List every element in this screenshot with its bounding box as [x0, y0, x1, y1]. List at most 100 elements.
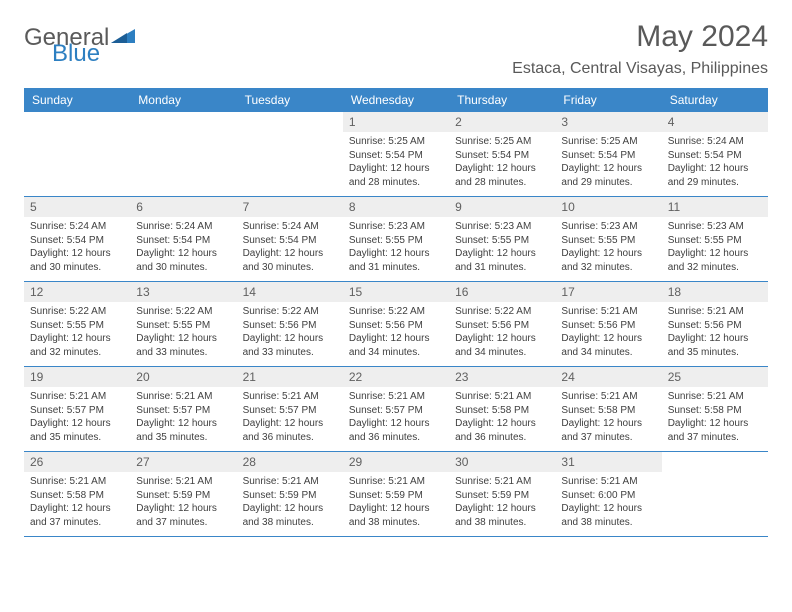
sunset-text: Sunset: 5:56 PM [668, 319, 762, 333]
daylight-text: Daylight: 12 hours and 30 minutes. [136, 247, 230, 274]
day-cell: 12Sunrise: 5:22 AMSunset: 5:55 PMDayligh… [24, 282, 130, 366]
day-number: 6 [130, 197, 236, 217]
day-body: Sunrise: 5:21 AMSunset: 5:57 PMDaylight:… [237, 387, 343, 450]
sunrise-text: Sunrise: 5:22 AM [455, 305, 549, 319]
daylight-text: Daylight: 12 hours and 34 minutes. [561, 332, 655, 359]
sunrise-text: Sunrise: 5:21 AM [349, 390, 443, 404]
sunrise-text: Sunrise: 5:21 AM [243, 390, 337, 404]
sunset-text: Sunset: 5:58 PM [455, 404, 549, 418]
day-body: Sunrise: 5:23 AMSunset: 5:55 PMDaylight:… [343, 217, 449, 280]
day-number: 26 [24, 452, 130, 472]
day-cell: 24Sunrise: 5:21 AMSunset: 5:58 PMDayligh… [555, 367, 661, 451]
daylight-text: Daylight: 12 hours and 32 minutes. [668, 247, 762, 274]
location-subtitle: Estaca, Central Visayas, Philippines [512, 60, 768, 78]
day-number: 17 [555, 282, 661, 302]
day-cell: 29Sunrise: 5:21 AMSunset: 5:59 PMDayligh… [343, 452, 449, 536]
daylight-text: Daylight: 12 hours and 37 minutes. [668, 417, 762, 444]
daylight-text: Daylight: 12 hours and 34 minutes. [455, 332, 549, 359]
sunset-text: Sunset: 5:54 PM [349, 149, 443, 163]
calendar: SundayMondayTuesdayWednesdayThursdayFrid… [24, 88, 768, 537]
day-cell: 18Sunrise: 5:21 AMSunset: 5:56 PMDayligh… [662, 282, 768, 366]
sunrise-text: Sunrise: 5:24 AM [243, 220, 337, 234]
day-number: 27 [130, 452, 236, 472]
day-body: Sunrise: 5:24 AMSunset: 5:54 PMDaylight:… [24, 217, 130, 280]
sunset-text: Sunset: 5:57 PM [136, 404, 230, 418]
day-body: Sunrise: 5:25 AMSunset: 5:54 PMDaylight:… [343, 132, 449, 195]
sunrise-text: Sunrise: 5:21 AM [455, 475, 549, 489]
day-number: 4 [662, 112, 768, 132]
day-body: Sunrise: 5:23 AMSunset: 5:55 PMDaylight:… [555, 217, 661, 280]
day-cell: . [662, 452, 768, 536]
sunrise-text: Sunrise: 5:24 AM [668, 135, 762, 149]
day-cell: 30Sunrise: 5:21 AMSunset: 5:59 PMDayligh… [449, 452, 555, 536]
day-number: 1 [343, 112, 449, 132]
day-number: 19 [24, 367, 130, 387]
sunrise-text: Sunrise: 5:21 AM [136, 475, 230, 489]
day-number: 22 [343, 367, 449, 387]
sunset-text: Sunset: 5:58 PM [30, 489, 124, 503]
day-body: Sunrise: 5:24 AMSunset: 5:54 PMDaylight:… [130, 217, 236, 280]
day-cell: 25Sunrise: 5:21 AMSunset: 5:58 PMDayligh… [662, 367, 768, 451]
day-cell: 26Sunrise: 5:21 AMSunset: 5:58 PMDayligh… [24, 452, 130, 536]
sunrise-text: Sunrise: 5:21 AM [30, 475, 124, 489]
day-number: 31 [555, 452, 661, 472]
sunrise-text: Sunrise: 5:21 AM [561, 305, 655, 319]
sunrise-text: Sunrise: 5:23 AM [455, 220, 549, 234]
sunset-text: Sunset: 5:54 PM [455, 149, 549, 163]
sunset-text: Sunset: 5:55 PM [30, 319, 124, 333]
day-body: Sunrise: 5:25 AMSunset: 5:54 PMDaylight:… [555, 132, 661, 195]
logo: General Blue [24, 26, 137, 66]
daylight-text: Daylight: 12 hours and 29 minutes. [668, 162, 762, 189]
weekday-sunday: Sunday [24, 88, 130, 112]
daylight-text: Daylight: 12 hours and 29 minutes. [561, 162, 655, 189]
sunrise-text: Sunrise: 5:21 AM [668, 390, 762, 404]
day-number: 9 [449, 197, 555, 217]
sunrise-text: Sunrise: 5:22 AM [30, 305, 124, 319]
day-body: Sunrise: 5:21 AMSunset: 5:59 PMDaylight:… [130, 472, 236, 535]
sunrise-text: Sunrise: 5:23 AM [561, 220, 655, 234]
day-cell: 1Sunrise: 5:25 AMSunset: 5:54 PMDaylight… [343, 112, 449, 196]
sunrise-text: Sunrise: 5:24 AM [136, 220, 230, 234]
day-number: 11 [662, 197, 768, 217]
day-cell: . [24, 112, 130, 196]
day-cell: . [130, 112, 236, 196]
day-number: 20 [130, 367, 236, 387]
day-number: 12 [24, 282, 130, 302]
daylight-text: Daylight: 12 hours and 28 minutes. [455, 162, 549, 189]
sunrise-text: Sunrise: 5:21 AM [455, 390, 549, 404]
day-cell: 10Sunrise: 5:23 AMSunset: 5:55 PMDayligh… [555, 197, 661, 281]
day-body: Sunrise: 5:21 AMSunset: 5:58 PMDaylight:… [662, 387, 768, 450]
day-body: Sunrise: 5:25 AMSunset: 5:54 PMDaylight:… [449, 132, 555, 195]
sunset-text: Sunset: 5:55 PM [455, 234, 549, 248]
weekday-header-row: SundayMondayTuesdayWednesdayThursdayFrid… [24, 88, 768, 112]
day-cell: 19Sunrise: 5:21 AMSunset: 5:57 PMDayligh… [24, 367, 130, 451]
daylight-text: Daylight: 12 hours and 36 minutes. [243, 417, 337, 444]
weekday-thursday: Thursday [449, 88, 555, 112]
day-cell: 23Sunrise: 5:21 AMSunset: 5:58 PMDayligh… [449, 367, 555, 451]
day-body: Sunrise: 5:21 AMSunset: 5:56 PMDaylight:… [662, 302, 768, 365]
daylight-text: Daylight: 12 hours and 38 minutes. [561, 502, 655, 529]
day-body: Sunrise: 5:21 AMSunset: 5:57 PMDaylight:… [343, 387, 449, 450]
day-body: Sunrise: 5:21 AMSunset: 5:59 PMDaylight:… [343, 472, 449, 535]
sunset-text: Sunset: 5:54 PM [668, 149, 762, 163]
daylight-text: Daylight: 12 hours and 33 minutes. [243, 332, 337, 359]
sunset-text: Sunset: 5:59 PM [349, 489, 443, 503]
day-number: 15 [343, 282, 449, 302]
day-cell: 3Sunrise: 5:25 AMSunset: 5:54 PMDaylight… [555, 112, 661, 196]
sunrise-text: Sunrise: 5:21 AM [349, 475, 443, 489]
day-number: 3 [555, 112, 661, 132]
day-body: Sunrise: 5:21 AMSunset: 5:58 PMDaylight:… [555, 387, 661, 450]
day-number: 21 [237, 367, 343, 387]
page-header: General Blue May 2024 Estaca, Central Vi… [24, 20, 768, 78]
daylight-text: Daylight: 12 hours and 35 minutes. [136, 417, 230, 444]
day-body: Sunrise: 5:21 AMSunset: 5:59 PMDaylight:… [449, 472, 555, 535]
day-cell: 20Sunrise: 5:21 AMSunset: 5:57 PMDayligh… [130, 367, 236, 451]
sunrise-text: Sunrise: 5:22 AM [243, 305, 337, 319]
daylight-text: Daylight: 12 hours and 36 minutes. [349, 417, 443, 444]
day-body: Sunrise: 5:23 AMSunset: 5:55 PMDaylight:… [662, 217, 768, 280]
sunset-text: Sunset: 6:00 PM [561, 489, 655, 503]
day-body: Sunrise: 5:21 AMSunset: 5:56 PMDaylight:… [555, 302, 661, 365]
day-body: Sunrise: 5:24 AMSunset: 5:54 PMDaylight:… [237, 217, 343, 280]
sunset-text: Sunset: 5:56 PM [561, 319, 655, 333]
day-number: 29 [343, 452, 449, 472]
